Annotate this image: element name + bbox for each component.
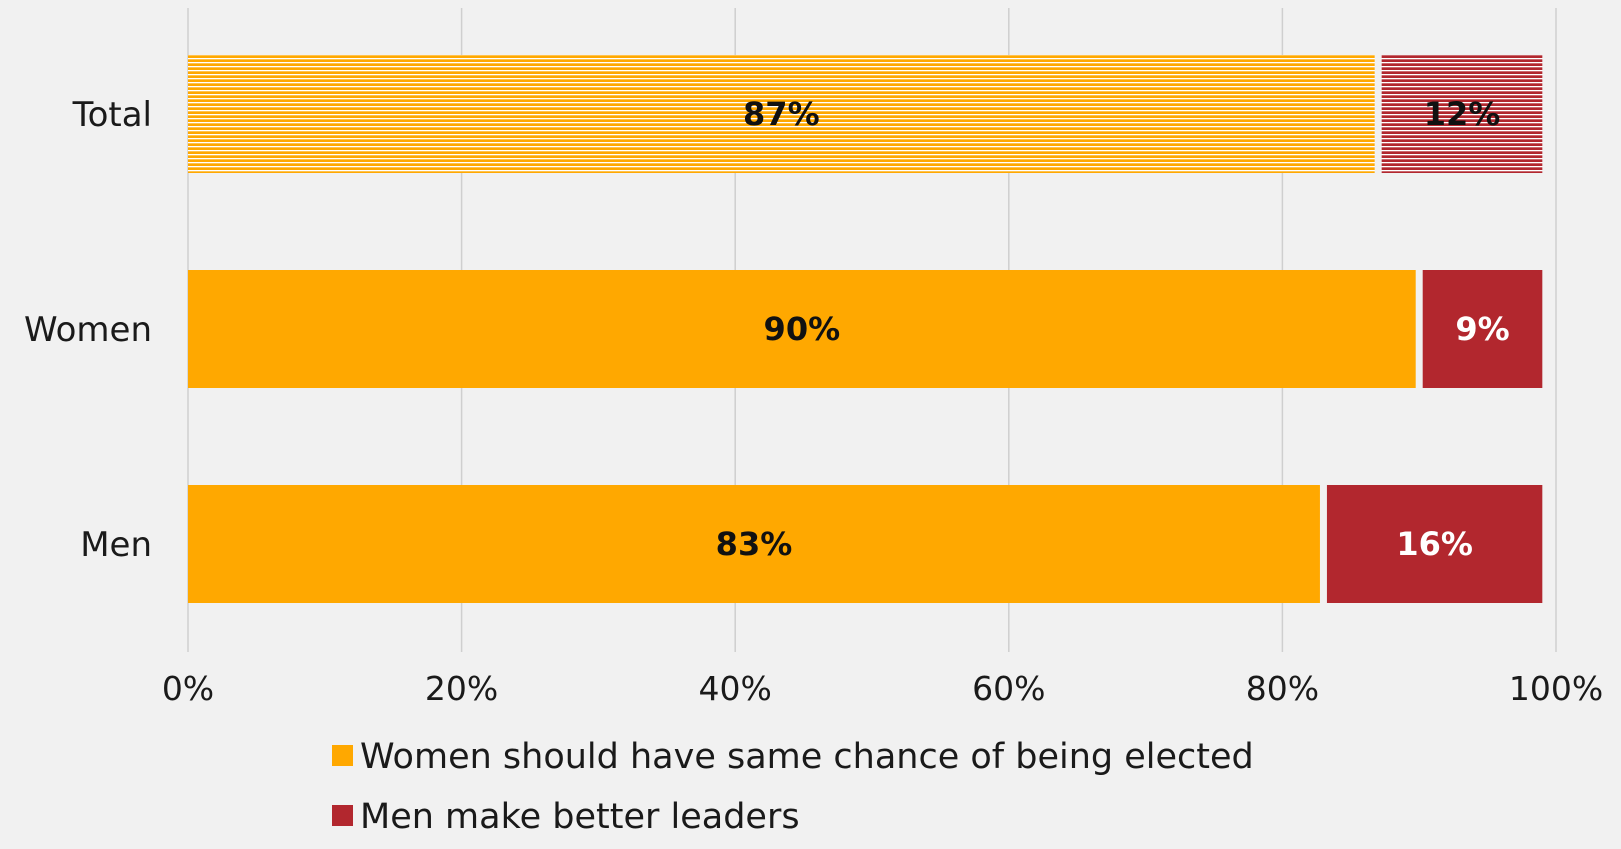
bar-men-series-1 [188,485,1320,603]
category-label-men: Men [80,525,152,565]
data-label-men-series-1: 83% [716,525,793,563]
legend-label-series-1: Women should have same chance of being e… [360,737,1254,777]
tick-label-100pct: 100% [1509,669,1603,708]
data-label-women-series-1: 90% [764,310,841,348]
bar-women-series-1 [188,270,1416,388]
tick-label-20pct: 20% [425,669,498,708]
legend-swatch-series-1 [332,745,353,766]
bar-women-series-2 [1422,270,1543,388]
bars: 87% 12% 90% 9% 83% 16% [188,55,1543,603]
legend: Women should have same chance of being e… [332,737,1254,837]
category-label-women: Women [24,310,152,350]
category-axis: Total Women Men [24,95,152,565]
tick-label-60pct: 60% [972,669,1045,708]
bar-total-series-1 [188,55,1375,173]
bar-total-series-2 [1381,55,1543,173]
value-axis: 0% 20% 40% 60% 80% 100% [162,669,1603,708]
data-label-women-series-2: 9% [1455,310,1509,348]
tick-label-80pct: 80% [1246,669,1319,708]
data-label-men-series-2: 16% [1396,525,1473,563]
data-label-total-series-1: 87% [743,95,820,133]
tick-label-0pct: 0% [162,669,214,708]
legend-swatch-series-2 [332,805,353,826]
bar-men-series-2 [1326,485,1543,603]
tick-label-40pct: 40% [699,669,772,708]
data-label-total-series-2: 12% [1424,95,1501,133]
legend-label-series-2: Men make better leaders [360,797,800,837]
category-label-total: Total [72,95,152,135]
